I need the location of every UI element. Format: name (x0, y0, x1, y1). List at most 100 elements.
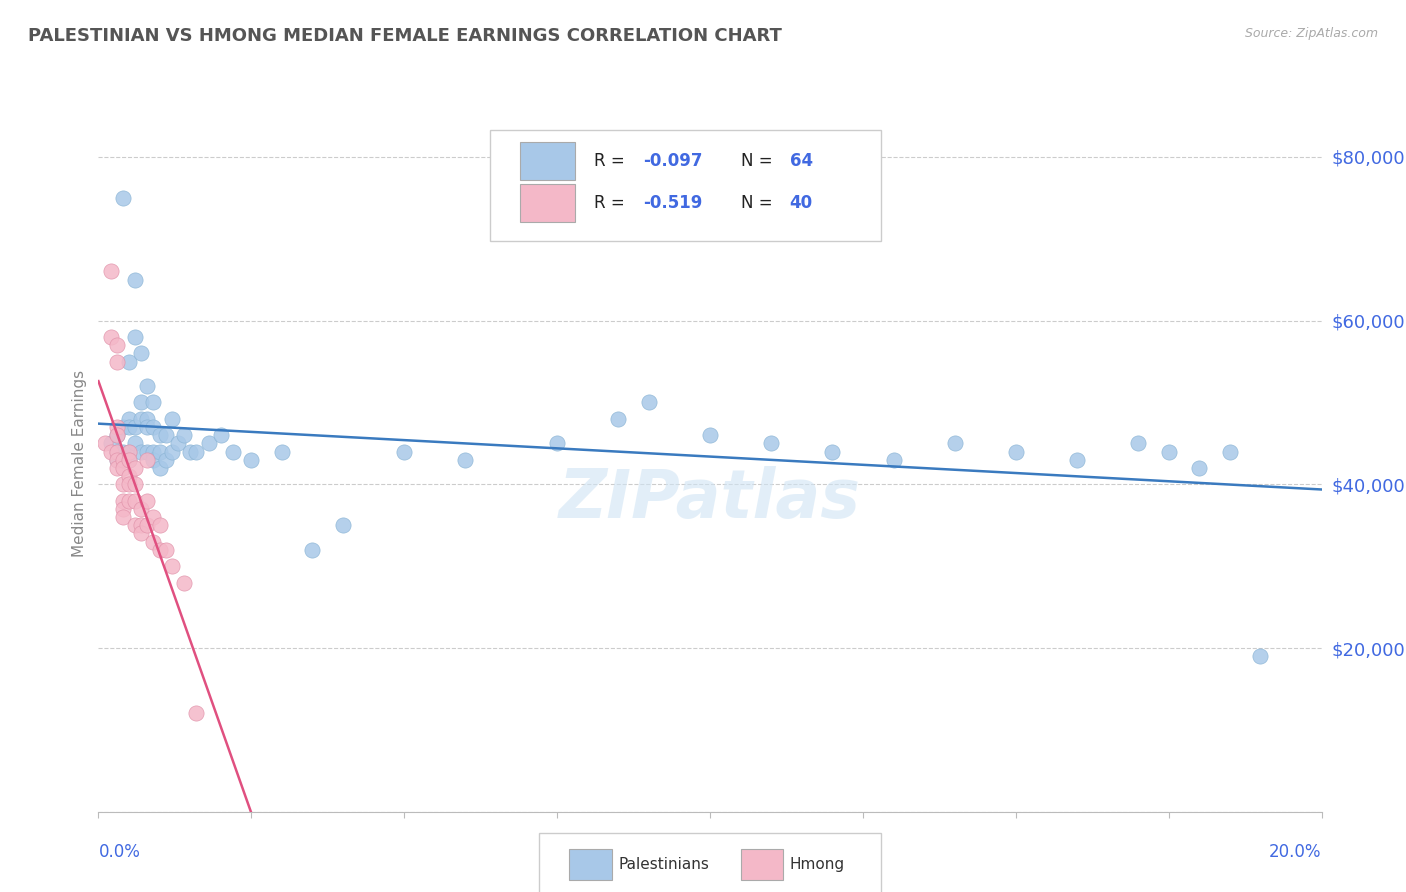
Point (111, 420, 134, 434)
Point (111, 501, 134, 516)
Point (124, 330, 146, 344)
Point (197, 436, 219, 450)
Point (149, 518, 172, 533)
Point (100, 264, 122, 278)
Point (142, 444, 165, 458)
Point (129, 346, 152, 360)
Point (240, 452, 263, 467)
Point (111, 191, 134, 205)
Point (270, 444, 292, 458)
Point (821, 444, 844, 458)
Point (222, 444, 245, 458)
Text: ZIPatlas: ZIPatlas (560, 466, 860, 532)
Point (111, 444, 134, 458)
Point (111, 452, 134, 467)
FancyBboxPatch shape (538, 832, 882, 892)
Point (1219, 444, 1241, 458)
Point (186, 444, 208, 458)
Text: Source: ZipAtlas.com: Source: ZipAtlas.com (1244, 27, 1378, 40)
Point (546, 436, 568, 450)
Point (118, 354, 141, 368)
Point (1249, 649, 1271, 664)
Text: 40: 40 (790, 194, 813, 212)
Text: 0.0%: 0.0% (98, 843, 141, 861)
Point (111, 477, 134, 491)
Point (118, 412, 141, 426)
Point (118, 444, 141, 458)
Point (118, 477, 141, 491)
Text: 64: 64 (790, 153, 813, 170)
Y-axis label: Median Female Earnings: Median Female Earnings (72, 370, 87, 558)
Point (100, 330, 122, 344)
FancyBboxPatch shape (741, 848, 783, 880)
Point (173, 428, 195, 442)
Point (100, 444, 122, 458)
Point (105, 354, 128, 368)
Point (179, 444, 201, 458)
Point (1066, 452, 1088, 467)
Point (129, 444, 152, 458)
Point (129, 501, 152, 516)
Point (118, 493, 141, 508)
Point (301, 542, 323, 557)
Point (136, 444, 159, 458)
Point (142, 395, 165, 409)
Point (142, 420, 165, 434)
Point (111, 493, 134, 508)
Point (136, 420, 159, 434)
Point (1188, 461, 1211, 475)
Point (129, 526, 152, 541)
Point (129, 412, 152, 426)
Point (118, 452, 141, 467)
Point (100, 436, 122, 450)
Point (167, 436, 190, 450)
Point (160, 412, 183, 426)
Point (93, 436, 115, 450)
Point (1128, 436, 1150, 450)
Point (637, 395, 661, 409)
Point (142, 534, 165, 549)
Point (111, 510, 134, 524)
Point (454, 452, 477, 467)
Point (136, 493, 159, 508)
Point (883, 452, 905, 467)
Point (173, 575, 195, 590)
Point (111, 461, 134, 475)
Point (124, 420, 146, 434)
Point (149, 444, 172, 458)
Point (759, 436, 782, 450)
Point (160, 444, 183, 458)
Point (1157, 444, 1180, 458)
FancyBboxPatch shape (520, 142, 575, 180)
Point (149, 461, 172, 475)
Point (118, 444, 141, 458)
Point (607, 412, 630, 426)
Point (392, 444, 416, 458)
Point (105, 428, 128, 442)
Point (105, 461, 128, 475)
Text: Hmong: Hmong (790, 857, 845, 872)
Point (124, 436, 146, 450)
Point (105, 428, 128, 442)
Point (124, 493, 146, 508)
Point (124, 273, 146, 287)
Point (105, 338, 128, 352)
Text: -0.519: -0.519 (643, 194, 702, 212)
Point (118, 452, 141, 467)
FancyBboxPatch shape (489, 130, 882, 241)
Point (129, 395, 152, 409)
Point (136, 379, 159, 393)
Point (105, 420, 128, 434)
Text: N =: N = (741, 194, 778, 212)
Point (111, 452, 134, 467)
Point (155, 428, 177, 442)
Text: PALESTINIAN VS HMONG MEDIAN FEMALE EARNINGS CORRELATION CHART: PALESTINIAN VS HMONG MEDIAN FEMALE EARNI… (28, 27, 782, 45)
Point (118, 469, 141, 483)
Point (1004, 444, 1026, 458)
Point (136, 452, 159, 467)
Point (136, 518, 159, 533)
Point (105, 452, 128, 467)
Point (332, 518, 354, 533)
Point (105, 452, 128, 467)
Point (149, 428, 172, 442)
